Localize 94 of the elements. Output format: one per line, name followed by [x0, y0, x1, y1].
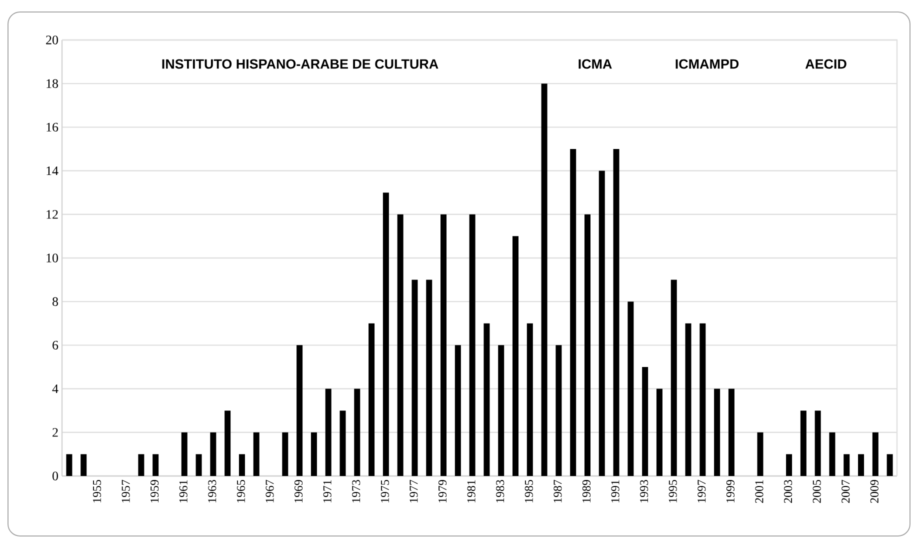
bar [700, 323, 706, 476]
bar [469, 214, 476, 476]
x-tick-label: 1989 [582, 480, 591, 502]
x-tick-label: 1981 [467, 480, 476, 502]
bar [512, 236, 518, 476]
bar [656, 388, 662, 476]
bar [628, 302, 634, 476]
x-tick-label: 1959 [150, 480, 159, 502]
y-tick-label: 4 [52, 384, 58, 394]
x-tick-label: 1993 [640, 480, 648, 502]
x-tick-label: 2009 [870, 480, 878, 503]
bar [196, 454, 202, 476]
bar [584, 214, 590, 476]
bar [844, 454, 850, 476]
bar [138, 454, 144, 476]
bar [685, 323, 692, 476]
x-tick-label: 1991 [611, 480, 620, 502]
x-tick-label: 1965 [236, 480, 245, 502]
y-tick-label: 10 [46, 254, 58, 262]
x-tick-label: 2005 [812, 480, 821, 503]
y-tick-label: 12 [46, 210, 58, 219]
bar [412, 280, 418, 476]
bar [325, 388, 332, 476]
x-tick-label: 1979 [438, 480, 447, 502]
x-tick-label: 1963 [208, 480, 216, 502]
bar [382, 192, 389, 476]
bar [570, 148, 576, 476]
bar [440, 214, 447, 476]
bar [613, 148, 620, 476]
bar [224, 410, 231, 476]
bar [296, 345, 303, 476]
y-tick-label: 20 [46, 36, 58, 44]
bar [238, 454, 245, 476]
bar [498, 345, 504, 476]
bar [642, 366, 648, 476]
bar [310, 432, 317, 476]
x-tick-label: 1961 [179, 480, 188, 502]
x-tick-label: 1967 [266, 480, 274, 502]
bar [814, 410, 821, 476]
bar [786, 454, 792, 476]
bar [181, 432, 188, 476]
bar [426, 280, 432, 476]
bar [282, 432, 288, 476]
x-tick-label: 1995 [668, 480, 677, 502]
y-tick-label: 6 [52, 340, 58, 350]
bar [872, 432, 878, 476]
x-tick-label: 1969 [294, 480, 303, 502]
x-tick-label: 1957 [122, 480, 130, 502]
bar [829, 432, 836, 476]
bar [728, 388, 734, 476]
bar [526, 323, 533, 476]
y-tick-label: 8 [52, 297, 58, 306]
x-tick-label: 2007 [842, 480, 850, 503]
bar [541, 84, 548, 476]
x-tick-label: 1983 [496, 480, 504, 502]
bar [66, 454, 72, 476]
annotation: ICMAMPD [676, 59, 739, 69]
bar [454, 345, 461, 476]
bar [886, 454, 893, 476]
annotation: AECID [805, 59, 846, 69]
bar [253, 432, 260, 476]
bar [757, 432, 764, 476]
bar [210, 432, 216, 476]
bar [340, 410, 346, 476]
bar [484, 323, 490, 476]
x-tick-label: 1997 [698, 480, 706, 502]
x-tick-label: 1987 [554, 480, 562, 502]
bar [80, 454, 87, 476]
bar [714, 388, 720, 476]
x-tick-label: 1973 [352, 480, 360, 502]
y-tick-label: 16 [46, 122, 58, 132]
x-tick-label: 2003 [784, 480, 792, 503]
bar [152, 454, 159, 476]
bar [858, 454, 864, 476]
annotation: ICMA [578, 59, 612, 69]
y-tick-label: 0 [52, 472, 58, 480]
y-tick-label: 14 [46, 166, 58, 176]
bar [556, 345, 562, 476]
y-tick-label: 2 [52, 428, 58, 437]
bar [670, 280, 677, 476]
bar [397, 214, 404, 476]
x-tick-label: 2001 [755, 480, 764, 503]
annotation: INSTITUTO HISPANO-ARABE DE CULTURA [162, 59, 438, 69]
bar [598, 170, 605, 476]
x-tick-label: 1975 [380, 480, 389, 502]
bar [800, 410, 806, 476]
x-tick-label: 1955 [92, 480, 102, 502]
bar [368, 323, 375, 476]
y-tick-label: 18 [46, 79, 58, 88]
x-tick-label: 1977 [410, 480, 418, 502]
bar [354, 388, 360, 476]
x-tick-label: 1985 [524, 480, 533, 502]
x-tick-label: 1971 [323, 480, 332, 502]
x-tick-label: 1999 [726, 480, 734, 502]
